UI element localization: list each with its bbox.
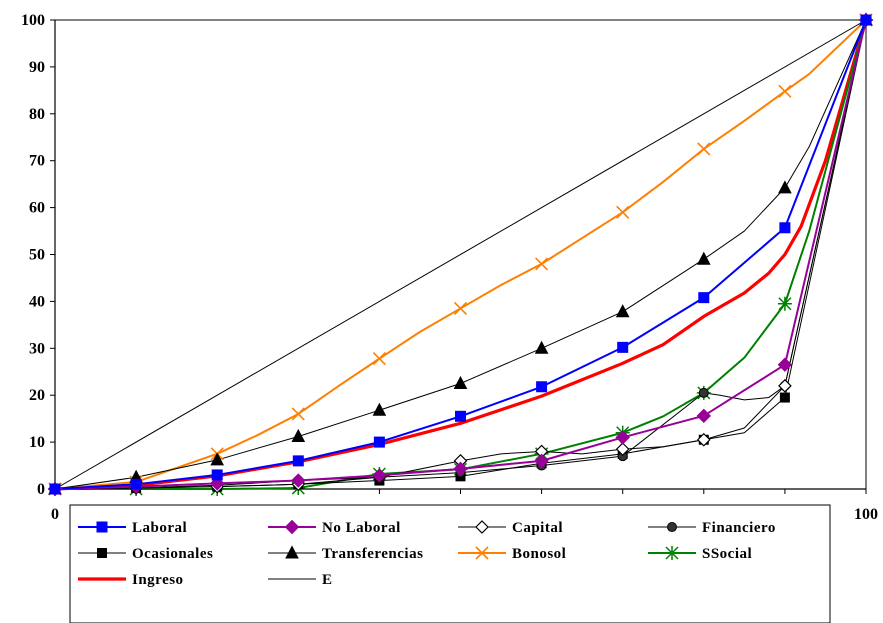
point-ocasionales-90 bbox=[779, 392, 790, 403]
legend-label-laboral: Laboral bbox=[132, 520, 187, 536]
legend-marker-transferencias bbox=[285, 545, 299, 559]
point-ssocial-90 bbox=[777, 296, 792, 311]
legend-item-no-laboral: No Laboral bbox=[268, 519, 401, 536]
legend: Laboral No Laboral Capital Financiero Ocasio… bbox=[69, 504, 831, 623]
legend-box bbox=[69, 504, 831, 623]
series-markers bbox=[47, 12, 874, 497]
point-laboral-60 bbox=[536, 381, 548, 393]
point-laboral-30 bbox=[292, 455, 304, 467]
y-tick-label-80: 80 bbox=[29, 106, 45, 123]
x-tick-label-100: 100 bbox=[854, 506, 878, 523]
legend-label-capital: Capital bbox=[512, 520, 563, 536]
legend-label-ingreso: Ingreso bbox=[132, 572, 184, 588]
series-line-financiero bbox=[54, 19, 867, 490]
y-tick-label-0: 0 bbox=[37, 481, 45, 498]
legend-item-capital: Capital bbox=[458, 520, 563, 536]
y-tick-label-20: 20 bbox=[29, 387, 45, 404]
point-transferencias-30 bbox=[291, 428, 306, 442]
legend-label-bonosol: Bonosol bbox=[512, 546, 566, 562]
point-transferencias-80 bbox=[696, 251, 711, 265]
point-laboral-80 bbox=[698, 292, 710, 304]
series-line-e bbox=[54, 19, 867, 490]
legend-item-laboral: Laboral bbox=[78, 520, 187, 536]
legend-item-financiero: Financiero bbox=[648, 520, 776, 536]
y-tick-label-10: 10 bbox=[29, 434, 45, 451]
legend-marker-ocasionales bbox=[97, 548, 107, 558]
plot-area bbox=[55, 19, 867, 489]
legend-marker-bonosol bbox=[475, 546, 489, 560]
point-bonosol-40 bbox=[372, 352, 386, 366]
y-tick-label-90: 90 bbox=[29, 59, 45, 76]
y-tick-label-30: 30 bbox=[29, 340, 45, 357]
legend-item-e: E bbox=[268, 572, 333, 588]
point-no-laboral-80 bbox=[696, 408, 712, 424]
point-bonosol-50 bbox=[453, 301, 468, 316]
point-laboral-70 bbox=[617, 341, 629, 353]
point-capital-90 bbox=[778, 378, 792, 393]
legend-item-bonosol: Bonosol bbox=[458, 546, 566, 562]
point-laboral-10 bbox=[130, 478, 142, 490]
point-transferencias-40 bbox=[372, 402, 387, 416]
series-line-bonosol bbox=[54, 19, 867, 490]
legend-item-transferencias: Transferencias bbox=[268, 545, 423, 562]
x-tick-label-0: 0 bbox=[51, 506, 59, 523]
point-transferencias-20 bbox=[210, 452, 225, 466]
legend-label-financiero: Financiero bbox=[702, 520, 776, 536]
legend-label-e: E bbox=[322, 572, 333, 588]
point-laboral-90 bbox=[779, 222, 791, 234]
point-bonosol-60 bbox=[535, 257, 549, 271]
point-bonosol-90 bbox=[778, 84, 792, 98]
point-capital-80 bbox=[696, 432, 711, 447]
legend-label-no-laboral: No Laboral bbox=[322, 520, 401, 536]
point-no-laboral-90 bbox=[777, 357, 793, 372]
point-laboral-40 bbox=[373, 436, 385, 448]
legend-item-ingreso: Ingreso bbox=[78, 572, 184, 588]
legend-label-transferencias: Transferencias bbox=[322, 546, 423, 562]
legend-marker-ssocial bbox=[665, 546, 679, 560]
point-laboral-20 bbox=[211, 469, 223, 481]
y-tick-label-50: 50 bbox=[29, 247, 45, 264]
legend-label-ssocial: SSocial bbox=[702, 546, 752, 562]
y-tick-label-70: 70 bbox=[29, 153, 45, 170]
legend-marker-financiero bbox=[667, 522, 677, 532]
point-transferencias-60 bbox=[534, 340, 549, 354]
point-transferencias-70 bbox=[615, 304, 630, 318]
point-laboral-50 bbox=[455, 410, 466, 422]
point-no-laboral-30 bbox=[291, 473, 306, 488]
point-capital-70 bbox=[615, 442, 630, 456]
series-line-ssocial bbox=[55, 19, 867, 490]
point-bonosol-80 bbox=[697, 142, 711, 156]
legend-marker-laboral bbox=[96, 521, 108, 533]
point-no-laboral-70 bbox=[615, 430, 630, 445]
legend-marker-capital bbox=[475, 520, 489, 534]
point-financiero-80 bbox=[698, 387, 709, 398]
point-bonosol-70 bbox=[616, 205, 630, 219]
legend-label-ocasionales: Ocasionales bbox=[132, 546, 213, 562]
point-transferencias-90 bbox=[778, 180, 792, 194]
point-no-laboral-60 bbox=[534, 453, 549, 469]
point-laboral-0 bbox=[49, 483, 61, 495]
point-bonosol-30 bbox=[291, 407, 305, 421]
legend-item-ocasionales: Ocasionales bbox=[78, 546, 213, 562]
tick-labels: 0102030405060708090100010203040506070809… bbox=[21, 12, 878, 523]
y-tick-label-60: 60 bbox=[29, 200, 45, 217]
point-no-laboral-50 bbox=[453, 461, 468, 477]
legend-marker-no-laboral bbox=[284, 519, 300, 535]
point-no-laboral-40 bbox=[372, 468, 387, 483]
point-transferencias-50 bbox=[453, 375, 468, 389]
point-laboral-100 bbox=[860, 14, 872, 26]
y-tick-label-40: 40 bbox=[29, 293, 45, 310]
y-tick-label-100: 100 bbox=[21, 12, 45, 29]
legend-item-ssocial: SSocial bbox=[648, 546, 752, 562]
